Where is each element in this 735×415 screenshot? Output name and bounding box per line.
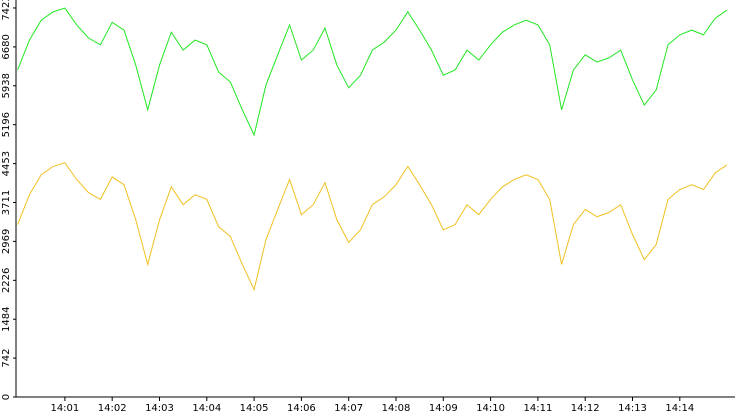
series-line [17, 7, 728, 137]
y-tick-label: 5938 [1, 73, 12, 98]
y-tick-label: 0 [1, 394, 12, 400]
x-tick-label: 14:03 [145, 403, 174, 414]
y-tick-label: 2969 [1, 229, 12, 254]
x-tick-label: 14:04 [192, 403, 221, 414]
x-tick-label: 14:09 [429, 403, 458, 414]
x-tick-label: 14:14 [665, 403, 694, 414]
x-tick-label: 14:08 [382, 403, 411, 414]
series-line [17, 162, 728, 292]
x-tick-label: 14:13 [618, 403, 647, 414]
x-tick-label: 14:01 [50, 403, 79, 414]
y-tick-label: 7423 [1, 0, 12, 21]
y-tick-label: 4453 [1, 151, 12, 176]
y-tick-label: 3711 [1, 190, 12, 215]
y-tick-label: 2226 [1, 268, 12, 293]
x-tick-label: 14:05 [240, 403, 269, 414]
y-tick-label: 6680 [1, 34, 12, 59]
y-tick-label: 1484 [1, 306, 12, 331]
x-tick-label: 14:12 [571, 403, 600, 414]
x-tick-label: 14:02 [98, 403, 127, 414]
y-tick-label: 742 [1, 349, 12, 368]
y-tick-label: 5196 [1, 112, 12, 137]
x-tick-label: 14:10 [476, 403, 505, 414]
x-tick-label: 14:11 [523, 403, 552, 414]
x-tick-label: 14:07 [334, 403, 363, 414]
x-tick-label: 14:06 [287, 403, 316, 414]
